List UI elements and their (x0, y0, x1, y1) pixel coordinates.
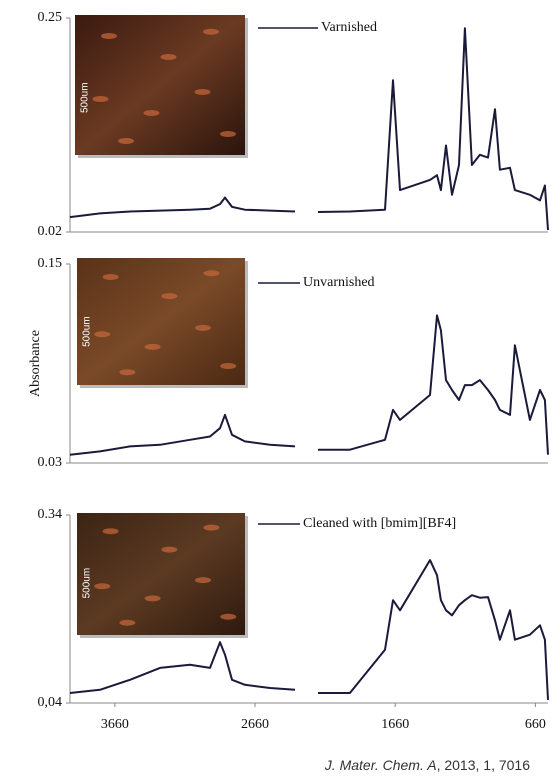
inset-spot (195, 89, 211, 95)
source: J. Mater. Chem. A, 2013, 1, 7016 (324, 757, 530, 773)
inset-spot (94, 583, 110, 589)
source-details: , 2013, 1, 7016 (437, 757, 531, 773)
inset-spot (118, 138, 134, 144)
inset-spot (103, 274, 119, 280)
inset-spot (119, 620, 135, 626)
inset-spot (101, 33, 117, 39)
inset-spot (103, 528, 119, 534)
inset-image (77, 258, 245, 385)
inset-image (77, 513, 245, 635)
inset-scale-label: 500um (82, 568, 93, 599)
y-axis-label: Absorbance (28, 330, 43, 397)
inset-spot (195, 325, 211, 331)
y-tick-label: 0.03 (38, 455, 63, 470)
inset-spot (161, 293, 177, 299)
inset-spot (220, 614, 236, 620)
x-tick-label: 2660 (241, 717, 269, 732)
inset-spot (220, 131, 236, 137)
inset-spot (145, 595, 161, 601)
legend-label: Varnished (321, 20, 377, 35)
inset-spot (203, 270, 219, 276)
y-tick-label: 0.02 (38, 224, 63, 239)
inset-spot (93, 96, 109, 102)
inset-spot (119, 369, 135, 375)
inset-spot (161, 54, 177, 60)
chart: J. Mater. Chem. A, 2013, 1, 7016 500um Va… (0, 0, 559, 778)
source-journal: J. Mater. Chem. A (324, 757, 437, 773)
x-tick-label: 3660 (101, 717, 129, 732)
inset-spot (203, 29, 219, 35)
y-tick-label: 0.34 (38, 507, 63, 522)
x-tick-label: 660 (525, 717, 546, 732)
inset-spot (195, 577, 211, 583)
legend-label: Unvarnished (303, 275, 375, 290)
y-tick-label: 0,04 (38, 695, 63, 710)
inset-spot (161, 547, 177, 553)
inset-image (75, 15, 245, 155)
inset-scale-label: 500um (80, 82, 91, 113)
x-tick-label: 1660 (381, 717, 409, 732)
legend-label: Cleaned with [bmim][BF4] (303, 516, 456, 531)
inset-spot (203, 525, 219, 531)
inset-spot (144, 110, 160, 116)
y-tick-label: 0.25 (38, 10, 63, 25)
y-tick-label: 0.15 (38, 256, 63, 271)
inset-scale-label: 500um (82, 316, 93, 347)
inset-spot (145, 344, 161, 350)
inset-spot (220, 363, 236, 369)
inset-spot (94, 331, 110, 337)
